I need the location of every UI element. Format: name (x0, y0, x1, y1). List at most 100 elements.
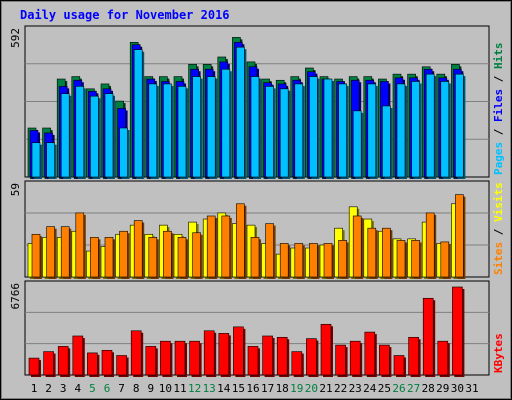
legend-separator: / (492, 222, 505, 242)
bar-kbytes-day-26 (393, 355, 405, 376)
bar-sites-day-4 (75, 212, 85, 278)
bar-sites-day-26 (396, 240, 406, 278)
x-tick-label-22: 22 (334, 382, 347, 395)
bar-pages-day-18 (279, 88, 289, 178)
x-tick-label-15: 15 (232, 382, 245, 395)
legend-hits: Hits (492, 43, 505, 70)
bar-kbytes-day-25 (379, 344, 390, 376)
bar-pages-day-1 (31, 142, 41, 178)
x-tick-label-9: 9 (147, 382, 154, 395)
bar-pages-day-30 (455, 73, 464, 178)
legend-visits: Visits (492, 182, 505, 222)
bar-sites-day-8 (133, 220, 143, 278)
legend-pages: Pages (492, 142, 505, 175)
bar-sites-day-29 (440, 241, 450, 278)
bar-kbytes-day-20 (306, 338, 317, 376)
bar-kbytes-day-22 (335, 344, 346, 376)
bar-sites-day-10 (163, 230, 172, 278)
legend-separator: / (492, 69, 505, 89)
panel-3-ymax-label: 6766 (9, 283, 22, 310)
bar-pages-day-6 (104, 93, 114, 178)
bar-sites-day-23 (352, 215, 362, 278)
bar-kbytes-day-6 (101, 349, 113, 376)
x-tick-label-1: 1 (31, 382, 38, 395)
bar-pages-day-9 (148, 83, 158, 178)
bar-kbytes-day-14 (218, 333, 230, 376)
bar-pages-day-23 (352, 110, 362, 178)
bar-kbytes-day-15 (233, 326, 244, 376)
bar-sites-day-25 (382, 227, 391, 278)
x-tick-label-3: 3 (60, 382, 67, 395)
bar-pages-day-29 (440, 81, 450, 178)
legend-kbytes: KBytes (492, 333, 505, 373)
bar-kbytes-day-24 (364, 331, 376, 376)
bar-kbytes-day-12 (189, 340, 200, 376)
bar-sites-day-9 (148, 237, 158, 278)
bar-pages-day-28 (425, 73, 435, 178)
bar-kbytes-day-3 (57, 346, 69, 376)
bar-pages-day-17 (265, 86, 274, 178)
bar-kbytes-day-2 (43, 351, 54, 376)
bar-sites-day-12 (192, 232, 201, 278)
bar-pages-day-24 (367, 83, 377, 178)
chart-panels: 592 Pages / Files / Hits 59 Sites / Visits 6… (9, 25, 505, 377)
x-tick-label-21: 21 (319, 382, 332, 395)
bar-sites-day-1 (31, 233, 41, 278)
bar-pages-day-27 (411, 81, 420, 178)
bar-sites-day-6 (104, 237, 114, 278)
bar-pages-day-13 (206, 76, 216, 178)
panel-1-ymax-label: 592 (9, 28, 22, 48)
x-tick-label-7: 7 (118, 382, 125, 395)
x-tick-label-11: 11 (173, 382, 186, 395)
legend-sites: Sites (492, 242, 505, 275)
x-tick-label-12: 12 (188, 382, 201, 395)
bar-kbytes-day-28 (422, 297, 434, 376)
bar-sites-day-16 (250, 237, 260, 278)
bar-sites-day-3 (60, 226, 70, 278)
x-tick-label-13: 13 (203, 382, 216, 395)
bar-sites-day-2 (46, 226, 55, 278)
bar-sites-day-19 (294, 243, 304, 278)
bar-pages-day-12 (192, 76, 201, 178)
bar-sites-day-30 (455, 194, 464, 278)
bar-pages-day-16 (250, 76, 260, 178)
bar-pages-day-26 (396, 83, 406, 178)
bar-kbytes-day-30 (452, 286, 463, 376)
bar-kbytes-day-16 (247, 346, 259, 376)
bar-sites-day-22 (338, 240, 347, 278)
x-tick-label-6: 6 (104, 382, 111, 395)
bar-pages-day-3 (60, 93, 70, 178)
x-tick-label-23: 23 (349, 382, 362, 395)
bar-sites-day-20 (309, 243, 318, 278)
panel-3-legend: KBytes (492, 333, 505, 373)
x-tick-label-30: 30 (451, 382, 464, 395)
bar-sites-day-18 (279, 243, 289, 278)
bar-pages-day-4 (75, 86, 85, 178)
bar-kbytes-day-1 (28, 357, 40, 376)
x-tick-label-24: 24 (363, 382, 377, 395)
bar-pages-day-5 (90, 95, 99, 178)
x-tick-label-14: 14 (217, 382, 231, 395)
legend-separator: / (492, 122, 505, 142)
bar-pages-day-15 (236, 46, 245, 178)
bar-kbytes-day-4 (72, 335, 84, 376)
bar-pages-day-2 (46, 142, 55, 178)
x-tick-label-2: 2 (45, 382, 52, 395)
bar-sites-day-17 (265, 223, 274, 278)
bar-kbytes-day-5 (87, 352, 98, 376)
bar-kbytes-day-27 (408, 336, 419, 376)
x-tick-label-8: 8 (133, 382, 140, 395)
bar-pages-day-20 (309, 76, 318, 178)
bar-pages-day-11 (177, 86, 187, 178)
bar-kbytes-day-23 (349, 340, 361, 376)
x-tick-label-28: 28 (422, 382, 435, 395)
panel-2-ymax-label: 59 (9, 183, 22, 196)
bar-sites-day-15 (236, 203, 245, 278)
panel-2: 59 Sites / Visits (9, 180, 505, 279)
bar-kbytes-day-13 (203, 330, 215, 376)
x-tick-label-20: 20 (305, 382, 318, 395)
bar-sites-day-21 (323, 243, 333, 278)
x-tick-label-10: 10 (159, 382, 172, 395)
bar-kbytes-day-8 (130, 330, 142, 376)
